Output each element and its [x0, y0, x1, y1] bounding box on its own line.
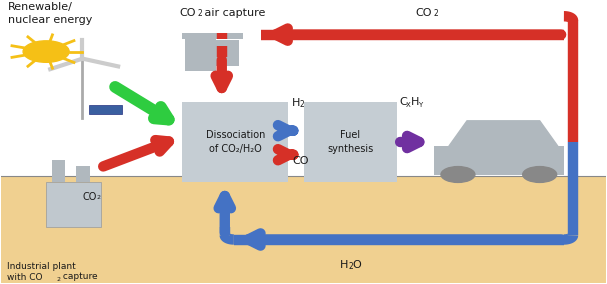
- Circle shape: [23, 41, 69, 62]
- FancyBboxPatch shape: [52, 160, 66, 181]
- Text: H: H: [291, 98, 300, 108]
- Text: H: H: [411, 97, 419, 107]
- Text: H: H: [340, 260, 348, 270]
- FancyBboxPatch shape: [215, 40, 239, 66]
- Text: CO: CO: [83, 192, 97, 202]
- FancyBboxPatch shape: [434, 146, 564, 174]
- Text: CO: CO: [293, 156, 309, 166]
- Text: Renewable/
nuclear energy: Renewable/ nuclear energy: [8, 2, 92, 24]
- FancyBboxPatch shape: [182, 103, 288, 181]
- FancyBboxPatch shape: [185, 37, 215, 71]
- Text: 2: 2: [300, 100, 305, 109]
- Text: CO: CO: [416, 8, 432, 18]
- Text: air capture: air capture: [201, 8, 265, 18]
- FancyBboxPatch shape: [76, 166, 90, 181]
- Circle shape: [441, 167, 475, 182]
- FancyBboxPatch shape: [182, 33, 243, 39]
- Text: Y: Y: [418, 102, 422, 108]
- Text: O: O: [352, 260, 361, 270]
- Text: C: C: [399, 97, 407, 107]
- Text: 2: 2: [434, 9, 438, 18]
- FancyBboxPatch shape: [89, 105, 122, 114]
- Text: X: X: [406, 102, 410, 108]
- Text: 2: 2: [56, 277, 61, 282]
- Text: capture: capture: [60, 272, 98, 281]
- Polygon shape: [449, 121, 558, 146]
- Text: 2: 2: [97, 195, 100, 201]
- Text: Dissociation
of CO₂/H₂O: Dissociation of CO₂/H₂O: [206, 130, 265, 154]
- Circle shape: [523, 167, 557, 182]
- Text: Industrial plant
with CO: Industrial plant with CO: [7, 262, 75, 282]
- Text: Fuel
synthesis: Fuel synthesis: [327, 130, 373, 154]
- Text: 2: 2: [348, 262, 353, 271]
- FancyBboxPatch shape: [304, 103, 398, 181]
- FancyBboxPatch shape: [46, 181, 101, 227]
- FancyBboxPatch shape: [1, 176, 606, 283]
- Text: CO: CO: [179, 8, 196, 18]
- Text: 2: 2: [197, 9, 202, 18]
